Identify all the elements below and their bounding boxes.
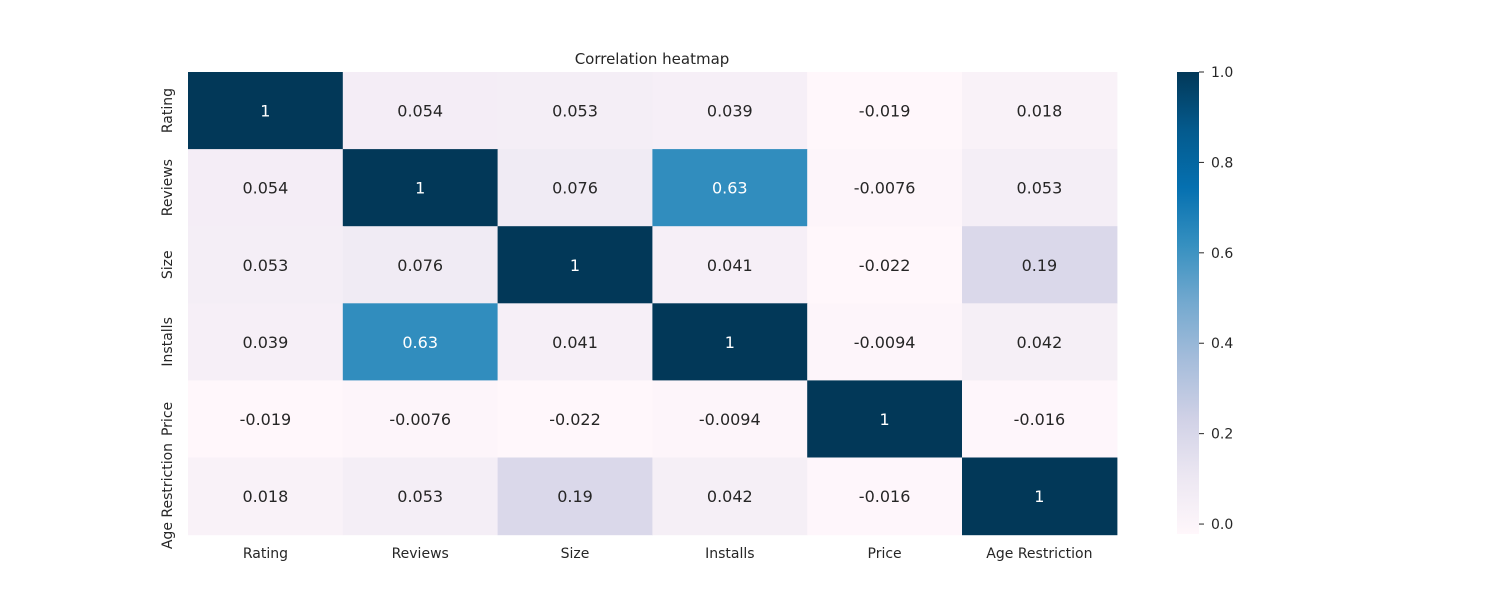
heatmap-cell-label: 0.63	[712, 179, 748, 198]
x-tick-label: Reviews	[392, 546, 449, 562]
heatmap-cell-label: 0.054	[397, 102, 443, 121]
heatmap-cell-label: 0.018	[242, 487, 288, 506]
heatmap-cell	[497, 226, 653, 304]
heatmap-cell-label: 0.039	[242, 333, 288, 352]
heatmap-cell	[342, 380, 499, 459]
x-tick-label: Age Restriction	[986, 546, 1092, 562]
heatmap-cell-label: 0.053	[1016, 179, 1062, 198]
heatmap-cell-label: 1	[415, 179, 425, 198]
heatmap-cell	[807, 380, 963, 459]
colorbar-tick-label: 0.4	[1211, 336, 1233, 352]
heatmap-cell	[188, 457, 344, 536]
heatmap-cell-label: 1	[570, 256, 580, 275]
heatmap-cell	[962, 226, 1118, 304]
heatmap-cell-label: 0.63	[402, 333, 438, 352]
heatmap-cell	[497, 149, 653, 227]
heatmap-cell-label: 0.039	[707, 102, 753, 121]
x-tick-label: Rating	[243, 546, 288, 562]
heatmap-cell-label: -0.0094	[699, 410, 761, 429]
heatmap-cell-label: 0.053	[397, 487, 443, 506]
colorbar-gradient	[1177, 72, 1199, 534]
x-tick-label: Price	[868, 546, 902, 562]
heatmap-cell-label: 0.053	[552, 102, 598, 121]
heatmap-cell	[188, 226, 344, 304]
y-tick-label: Reviews	[160, 159, 176, 216]
heatmap-cell-label: 0.19	[557, 487, 593, 506]
heatmap-cell-label: 0.19	[1022, 256, 1058, 275]
heatmap-cell-label: -0.019	[240, 410, 292, 429]
heatmap-cell	[652, 457, 808, 536]
heatmap-cell	[652, 149, 808, 227]
heatmap-cell-label: -0.0076	[389, 410, 451, 429]
heatmap-cell	[652, 380, 808, 459]
colorbar-tick-label: 0.8	[1211, 155, 1233, 171]
heatmap-cell	[652, 226, 808, 304]
heatmap-cells: 1 0.054 0.053 0.039 -0.019 0.018 0.054 1 0.076 0.…	[188, 72, 1118, 536]
heatmap-cell	[652, 303, 808, 381]
heatmap-cell-label: 1	[1034, 487, 1044, 506]
y-tick-label: Size	[160, 250, 176, 279]
heatmap-cell	[807, 226, 963, 304]
heatmap-cell-label: -0.0076	[854, 179, 916, 198]
heatmap-cell	[962, 457, 1118, 536]
heatmap-cell-label: 1	[880, 410, 890, 429]
heatmap-cell	[962, 380, 1118, 459]
y-tick-label: Rating	[160, 88, 176, 133]
colorbar-tick-label: 0.2	[1211, 427, 1233, 443]
colorbar: 0.0 0.2 0.4 0.6 0.8 1.0	[1177, 65, 1233, 534]
x-axis-tick-labels: Rating Reviews Size Installs Price Age Restri…	[243, 546, 1093, 562]
heatmap-cell	[807, 149, 963, 227]
y-tick-label: Installs	[160, 317, 176, 366]
heatmap-cell-label: -0.022	[549, 410, 601, 429]
heatmap-cell	[807, 457, 963, 536]
heatmap-cell-label: 0.054	[242, 179, 288, 198]
heatmap-cell-label: 0.042	[1016, 333, 1062, 352]
heatmap-cell-label: 0.076	[397, 256, 443, 275]
heatmap-cell	[188, 72, 344, 150]
heatmap-cell-label: 1	[725, 333, 735, 352]
heatmap-cell	[497, 303, 653, 381]
heatmap-cell-label: -0.016	[1014, 410, 1066, 429]
colorbar-tick-label: 0.0	[1211, 517, 1233, 533]
y-tick-label: Price	[160, 402, 176, 436]
chart-title: Correlation heatmap	[575, 50, 730, 68]
heatmap-cell-label: 1	[260, 102, 270, 121]
heatmap-cell	[342, 303, 499, 381]
heatmap-cell-label: -0.016	[859, 487, 911, 506]
heatmap-cell	[497, 457, 653, 536]
heatmap-cell-label: -0.022	[859, 256, 911, 275]
x-tick-label: Installs	[705, 546, 754, 562]
heatmap-cell-label: -0.019	[859, 102, 911, 121]
heatmap-cell	[342, 457, 499, 536]
heatmap-cell	[188, 380, 344, 459]
heatmap-cell-label: 0.041	[552, 333, 598, 352]
heatmap-cell-label: -0.0094	[854, 333, 916, 352]
heatmap-cell-label: 0.076	[552, 179, 598, 198]
heatmap-cell-label: 0.018	[1016, 102, 1062, 121]
heatmap-cell-label: 0.053	[242, 256, 288, 275]
heatmap-cell-label: 0.041	[707, 256, 753, 275]
heatmap-cell	[342, 149, 499, 227]
heatmap-cell	[342, 72, 499, 150]
heatmap-cell	[962, 72, 1118, 150]
heatmap-cell	[497, 380, 653, 459]
heatmap-cell	[962, 303, 1118, 381]
heatmap-cell	[807, 72, 963, 150]
heatmap-cell	[497, 72, 653, 150]
y-tick-label: Age Restriction	[160, 443, 176, 549]
y-axis-tick-labels: Rating Reviews Size Installs Price Age Restri…	[160, 88, 176, 549]
x-tick-label: Size	[561, 546, 590, 562]
heatmap-cell	[807, 303, 963, 381]
heatmap-cell	[962, 149, 1118, 227]
colorbar-tick-label: 1.0	[1211, 65, 1233, 81]
heatmap-cell	[652, 72, 808, 150]
heatmap-cell	[188, 303, 344, 381]
heatmap-cell-label: 0.042	[707, 487, 753, 506]
heatmap-cell	[188, 149, 344, 227]
heatmap-cell	[342, 226, 499, 304]
colorbar-tick-label: 0.6	[1211, 246, 1233, 262]
